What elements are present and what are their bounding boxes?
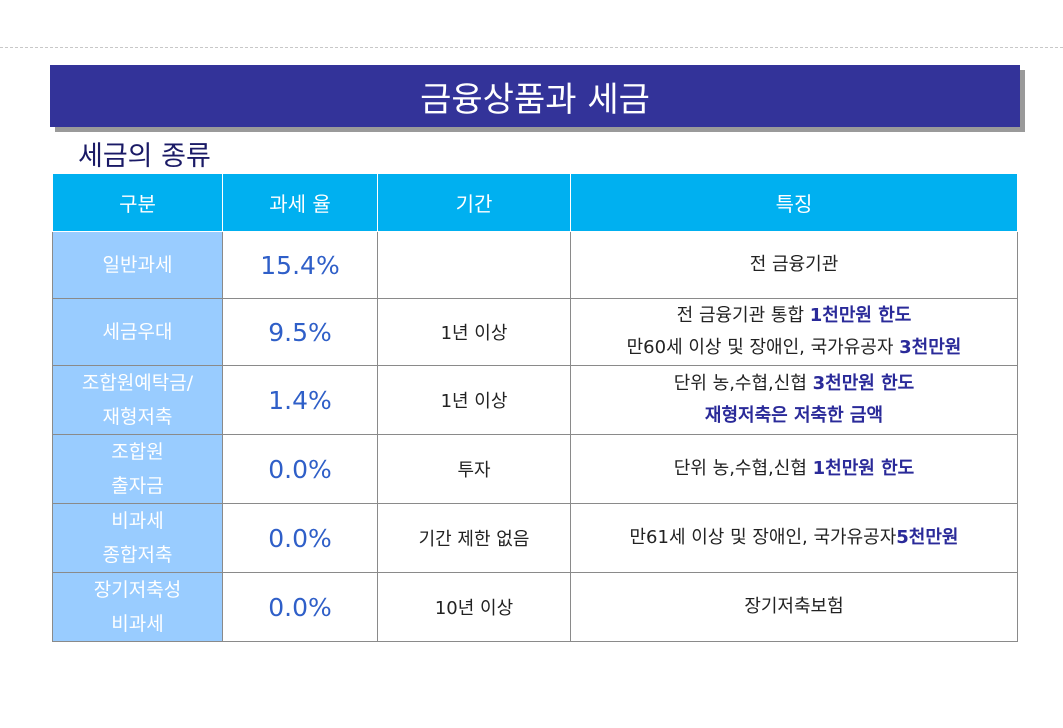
feature-cell: 단위 농,수협,신협 1천만원 한도	[570, 434, 1018, 504]
feature-line: 만61세 이상 및 장애인, 국가유공자5천만원	[571, 522, 1017, 554]
feature-text: 만60세 이상 및 장애인, 국가유공자	[626, 337, 900, 358]
header-row: 구분 과세 율 기간 특징	[52, 173, 1018, 232]
feature-line: 만60세 이상 및 장애인, 국가유공자 3천만원	[571, 332, 1017, 364]
column-header: 과세 율	[222, 173, 378, 232]
feature-line: 단위 농,수협,신협 1천만원 한도	[571, 453, 1017, 485]
feature-line: 장기저축보험	[571, 591, 1017, 623]
feature-text: 전 금융기관	[749, 254, 839, 275]
column-header: 기간	[377, 173, 571, 232]
feature-line: 전 금융기관 통합 1천만원 한도	[571, 300, 1017, 332]
category-text: 장기저축성	[93, 579, 182, 601]
period-cell: 투자	[377, 434, 571, 504]
feature-cell: 전 금융기관 통합 1천만원 한도 만60세 이상 및 장애인, 국가유공자 3천…	[570, 298, 1018, 366]
feature-text: 만61세 이상 및 장애인, 국가유공자	[629, 527, 897, 548]
rate-text: 1.4%	[268, 385, 332, 415]
feature-highlight: 5천만원	[896, 527, 959, 548]
category-text: 종합저축	[102, 544, 173, 566]
feature-cell: 장기저축보험	[570, 572, 1018, 642]
period-text: 1년 이상	[440, 323, 508, 344]
category-text: 재형저축	[102, 406, 173, 428]
subtitle: 세금의 종류	[78, 141, 211, 172]
rate-text: 0.0%	[268, 454, 332, 484]
rate-text: 0.0%	[268, 592, 332, 622]
rate-text: 15.4%	[260, 250, 340, 280]
feature-cell: 만61세 이상 및 장애인, 국가유공자5천만원	[570, 503, 1018, 573]
category-cell: 일반과세	[52, 231, 223, 299]
column-header: 구분	[52, 173, 223, 232]
rate-cell: 1.4%	[222, 365, 378, 435]
feature-highlight: 1천만원 한도	[812, 458, 915, 479]
column-header: 특징	[570, 173, 1018, 232]
feature-text: 단위 농,수협,신협	[673, 373, 813, 394]
table-row: 세금우대 9.5% 1년 이상 전 금융기관 통합 1천만원 한도 만60세 이상 및 …	[52, 298, 1018, 366]
category-text: 일반과세	[102, 254, 173, 276]
category-cell: 조합원예탁금/재형저축	[52, 365, 223, 435]
category-text: 비과세	[111, 613, 164, 635]
feature-text: 장기저축보험	[744, 596, 844, 617]
feature-highlight: 3천만원	[899, 337, 962, 358]
period-cell: 10년 이상	[377, 572, 571, 642]
title-bar: 금융상품과 세금	[50, 65, 1020, 127]
feature-highlight: 재형저축은 저축한 금액	[704, 405, 884, 426]
feature-line: 단위 농,수협,신협 3천만원 한도	[571, 368, 1017, 400]
rate-cell: 0.0%	[222, 572, 378, 642]
rate-text: 0.0%	[268, 523, 332, 553]
feature-cell: 전 금융기관	[570, 231, 1018, 299]
period-text: 기간 제한 없음	[418, 529, 530, 550]
category-text: 세금우대	[102, 321, 173, 343]
period-cell	[377, 231, 571, 299]
rate-cell: 0.0%	[222, 434, 378, 504]
feature-line: 전 금융기관	[571, 249, 1017, 281]
title: 금융상품과 세금	[420, 79, 650, 120]
rate-cell: 9.5%	[222, 298, 378, 366]
category-text: 조합원예탁금/	[81, 372, 194, 394]
category-text: 출자금	[111, 475, 164, 497]
period-text: 투자	[457, 460, 491, 481]
feature-text: 단위 농,수협,신협	[673, 458, 813, 479]
feature-highlight: 1천만원 한도	[809, 305, 912, 326]
period-cell: 1년 이상	[377, 365, 571, 435]
category-cell: 세금우대	[52, 298, 223, 366]
table-row: 일반과세 15.4% 전 금융기관	[52, 231, 1018, 299]
rate-cell: 15.4%	[222, 231, 378, 299]
divider	[0, 47, 1063, 48]
feature-text: 전 금융기관 통합	[676, 305, 810, 326]
rate-cell: 0.0%	[222, 503, 378, 573]
period-text: 1년 이상	[440, 391, 508, 412]
feature-highlight: 3천만원 한도	[812, 373, 915, 394]
period-cell: 1년 이상	[377, 298, 571, 366]
category-text: 비과세	[111, 510, 164, 532]
category-text: 조합원	[111, 441, 164, 463]
feature-line: 재형저축은 저축한 금액	[571, 400, 1017, 432]
period-cell: 기간 제한 없음	[377, 503, 571, 573]
rate-text: 9.5%	[268, 317, 332, 347]
period-text: 10년 이상	[434, 598, 514, 619]
